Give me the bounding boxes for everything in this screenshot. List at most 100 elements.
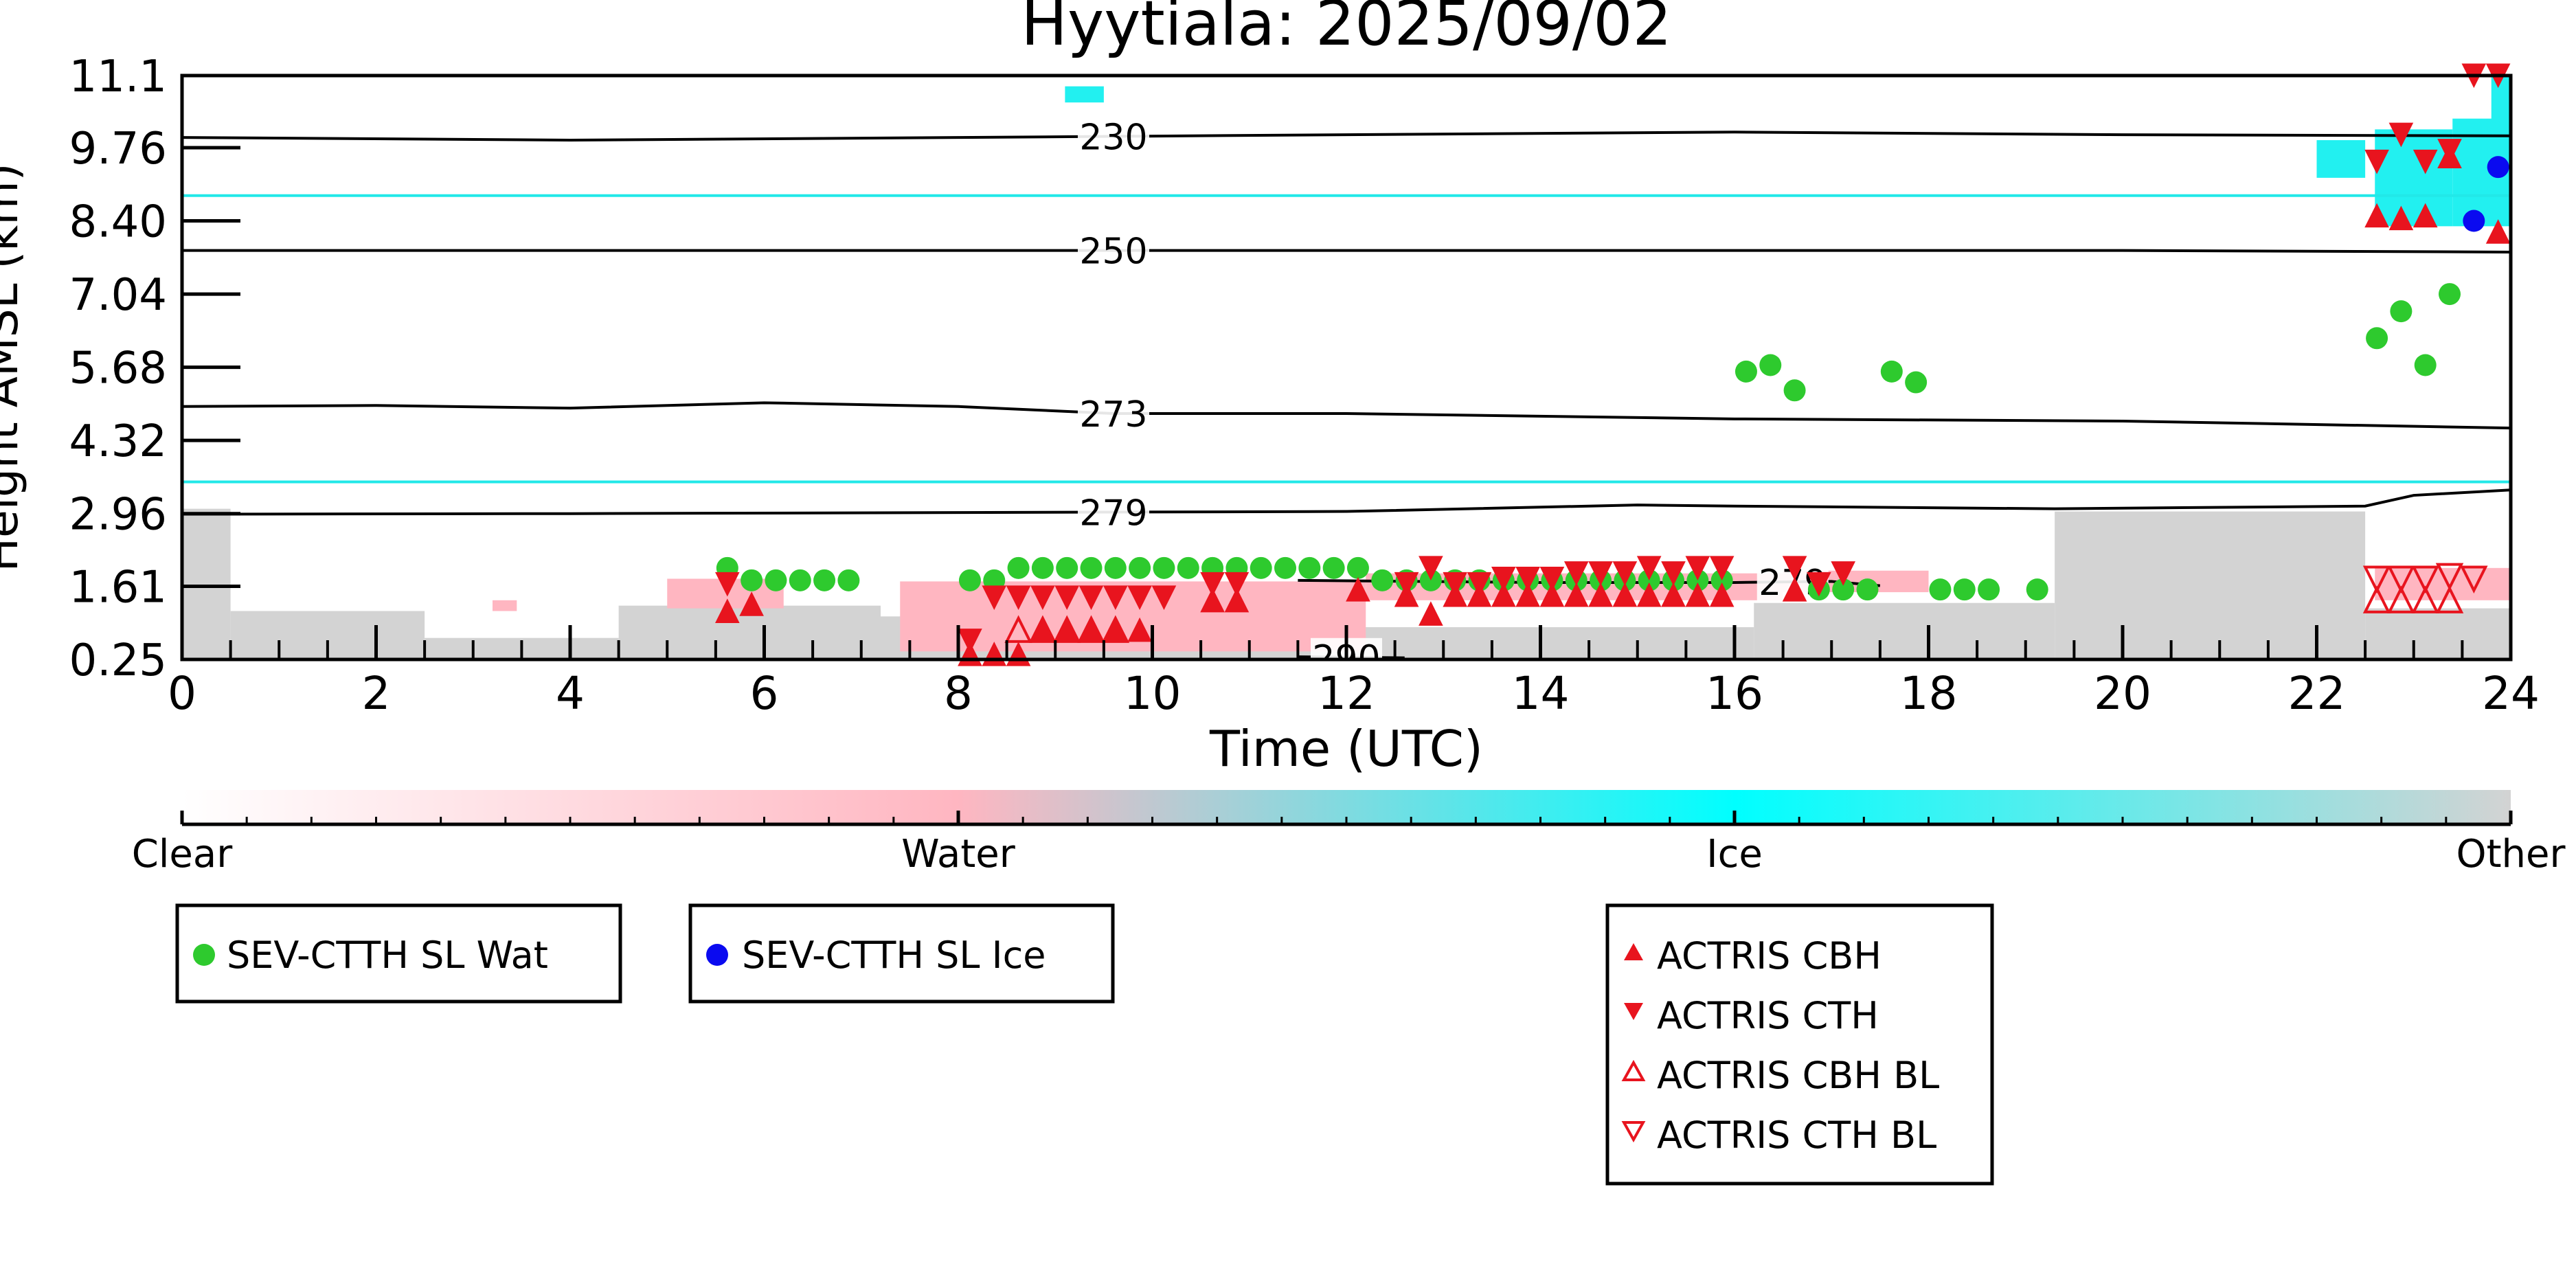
marker-sev-ctth-sl-wat (1856, 578, 1879, 601)
y-tick-label: 1.61 (69, 562, 168, 613)
marker-actris-cbh-bl (1101, 615, 1130, 643)
class-region-ground-other (2365, 608, 2511, 659)
marker-sev-ctth-sl-wat (1298, 556, 1321, 579)
marker-actris-cth (1419, 556, 1443, 580)
legend-label-sev-ice: SEV-CTTH SL Ice (742, 934, 1046, 977)
marker-actris-cth (2437, 139, 2462, 163)
marker-actris-cbh (1588, 582, 1613, 607)
marker-actris-cth (982, 585, 1007, 611)
marker-sev-ctth-sl-wat (1031, 556, 1054, 579)
x-axis: 0 2 4 6 8 10 12 14 16 18 20 22 24 (168, 625, 2540, 720)
marker-actris-cbh (1127, 617, 1152, 642)
classification-background (182, 76, 2511, 659)
marker-actris-cbh-bl (1077, 615, 1105, 643)
isotherm-line-250 (182, 249, 2511, 253)
y-tick-label: 7.04 (69, 270, 168, 321)
x-tick-label: 4 (556, 667, 585, 720)
marker-sev-ctth-sl-wat (1080, 556, 1103, 579)
marker-actris-cbh (1346, 577, 1370, 602)
class-region-ice (1065, 86, 1104, 103)
marker-actris-cth (1563, 561, 1589, 586)
marker-sev-ctth-sl-wat (1104, 556, 1127, 579)
marker-sev-ctth-sl-wat (1371, 569, 1394, 591)
marker-actris-cth (1515, 566, 1540, 591)
isotherm-label-bg (1078, 117, 1149, 156)
y-tick-label: 0.25 (69, 635, 168, 686)
marker-actris-cth (1054, 585, 1080, 611)
legend-label-actris-cth-bl: ACTRIS CTH BL (1657, 1114, 1936, 1157)
marker-actris-cth (958, 629, 982, 653)
marker-sev-ctth-sl-wat (1832, 578, 1855, 601)
marker-sev-ctth-sl-wat (2414, 354, 2437, 376)
colorbar-label-water: Water (901, 832, 1016, 877)
marker-actris-cbh-bl (2435, 585, 2464, 613)
marker-actris-cth (1685, 556, 1710, 580)
x-axis-label: Time (UTC) (1209, 720, 1483, 778)
marker-actris-cbh-bl (1004, 615, 1032, 643)
marker-actris-cbh-bl (1052, 615, 1081, 643)
isotherm-label-279: 279 (1079, 493, 1147, 534)
x-tick-label: 0 (168, 667, 196, 720)
x-tick-label: 18 (1900, 667, 1958, 720)
isotherm-line-273 (182, 401, 2511, 430)
marker-actris-cth (1030, 585, 1055, 611)
legend-marker-actris-cbh-bl (1621, 1059, 1646, 1081)
isotherm-label-250: 250 (1079, 231, 1147, 273)
marker-actris-cbh-bl (2387, 585, 2415, 613)
y-tick-label: 9.76 (69, 124, 168, 174)
marker-actris-cth (1588, 561, 1613, 586)
marker-actris-cth (1636, 556, 1662, 580)
marker-actris-cth (1151, 585, 1177, 611)
isotherm-label-bg (1078, 231, 1149, 270)
marker-actris-cbh (2413, 203, 2438, 228)
marker-actris-cbh (1515, 582, 1540, 607)
y-axis-label: Height AMSL (km) (0, 163, 28, 572)
isotherm-label-bg (1078, 394, 1149, 433)
marker-sev-ctth-sl-wat (1322, 556, 1345, 579)
marker-actris-cth (715, 572, 740, 597)
marker-actris-cbh (1200, 587, 1225, 613)
marker-actris-cbh (2364, 203, 2389, 228)
marker-sev-ctth-sl-ice (2463, 210, 2485, 232)
y-tick-label: 5.68 (69, 343, 168, 394)
marker-actris-cth-bl (2435, 563, 2464, 591)
marker-sev-ctth-sl-wat (1783, 379, 1806, 402)
x-tick-label: 24 (2482, 667, 2540, 720)
class-region-ground-other (182, 508, 231, 659)
marker-sev-ctth-sl-wat (1056, 556, 1078, 579)
x-tick-label: 12 (1318, 667, 1375, 720)
x-tick-label: 8 (944, 667, 973, 720)
y-tick-label: 11.1 (69, 52, 168, 102)
marker-sev-ctth-sl-wat (1929, 578, 1952, 601)
marker-actris-cth (1200, 572, 1225, 597)
legend-label-sev-wat: SEV-CTTH SL Wat (227, 934, 548, 977)
class-region-ice (2316, 140, 2366, 178)
marker-actris-cbh (1685, 582, 1710, 607)
legend-label-actris-cth: ACTRIS CTH (1657, 994, 1879, 1037)
marker-actris-cth (1491, 566, 1516, 591)
class-region-ground-other (2055, 511, 2366, 659)
marker-sev-ctth-sl-wat (1153, 556, 1175, 579)
legend-label-actris-cbh: ACTRIS CBH (1657, 934, 1882, 978)
marker-sev-ctth-sl-wat (789, 569, 811, 591)
marker-actris-cbh (2388, 205, 2414, 231)
legend-marker-sev-ice (706, 944, 728, 966)
marker-sev-ctth-sl-wat (958, 569, 981, 591)
marker-sev-ctth-sl-wat (813, 569, 836, 591)
y-tick-label: 4.32 (69, 416, 168, 467)
marker-sev-ctth-sl-wat (837, 569, 860, 591)
marker-actris-cbh (1419, 601, 1443, 626)
marker-sev-ctth-sl-wat (1953, 578, 1976, 601)
marker-sev-ctth-sl-wat (1274, 556, 1297, 579)
isotherm-label-273: 273 (1079, 394, 1147, 436)
marker-sev-ctth-sl-wat (1346, 556, 1369, 579)
marker-actris-cth (1709, 556, 1735, 580)
x-tick-label: 10 (1124, 667, 1182, 720)
marker-sev-ctth-sl-wat (741, 569, 763, 591)
marker-actris-cth (2364, 149, 2389, 174)
legend-label-actris-cbh-bl: ACTRIS CBH BL (1657, 1054, 1939, 1097)
marker-actris-cth (1539, 566, 1565, 591)
marker-actris-cbh (1709, 582, 1735, 607)
marker-actris-cth-bl (2362, 565, 2391, 594)
marker-actris-cbh (1612, 582, 1638, 607)
